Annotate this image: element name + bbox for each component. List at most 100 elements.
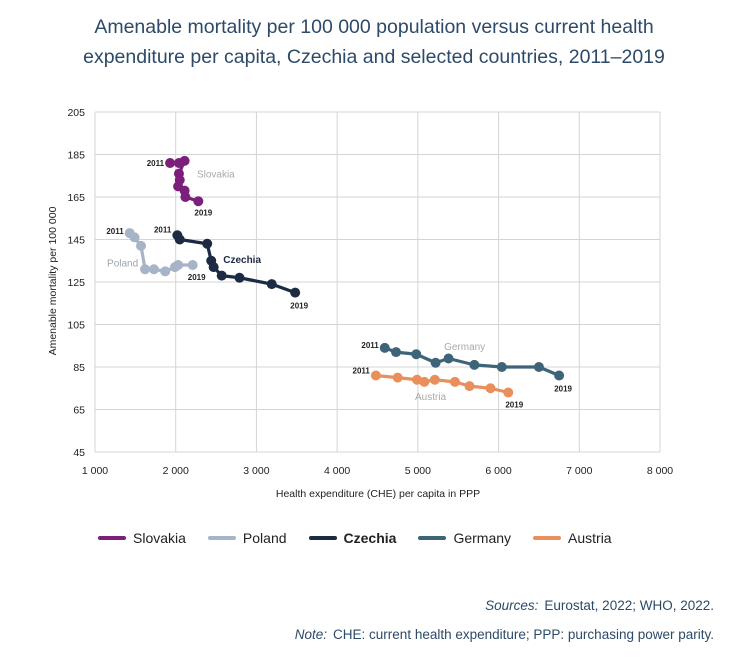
sources-note: Sources: Eurostat, 2022; WHO, 2022. <box>485 598 714 613</box>
series-czechia: 2011 2019 Czechia <box>154 225 309 310</box>
legend-label: Austria <box>568 530 612 546</box>
data-point <box>208 262 219 273</box>
data-point <box>180 192 191 202</box>
x-tick-label: 4 000 <box>324 465 350 477</box>
data-point <box>554 370 565 381</box>
data-point <box>503 387 514 398</box>
series-slovakia: 2011 2019 Slovakia <box>147 155 235 217</box>
x-tick-label: 8 000 <box>647 465 673 477</box>
start-year-label: 2011 <box>154 225 172 234</box>
y-tick-label: 45 <box>73 447 85 459</box>
series-germany: 2011 2019 Germany <box>361 341 572 394</box>
data-point <box>533 362 544 372</box>
x-tick-label: 3 000 <box>243 465 269 477</box>
series-name-label: Czechia <box>223 255 261 266</box>
data-point <box>379 342 390 353</box>
x-tick-label: 7 000 <box>566 465 592 477</box>
data-point <box>411 349 422 360</box>
legend-label: Germany <box>453 530 512 546</box>
data-point <box>173 260 184 270</box>
data-point <box>496 362 507 372</box>
data-point <box>179 155 190 166</box>
data-point <box>202 238 213 249</box>
data-point <box>429 374 440 385</box>
chart-title-line-1: Amenable mortality per 100 000 populatio… <box>94 16 654 38</box>
legend-label: Slovakia <box>133 530 186 546</box>
legend: Slovakia Poland Czechia Germany Austria <box>98 528 634 548</box>
data-point <box>485 383 496 394</box>
y-tick-label: 125 <box>67 277 85 289</box>
data-point <box>129 232 140 243</box>
legend-swatch <box>533 536 562 540</box>
data-point <box>234 272 245 283</box>
data-point <box>140 264 151 275</box>
series-poland: 2011 2019 Poland <box>106 227 206 282</box>
legend-label: Poland <box>242 530 287 546</box>
legend-swatch <box>207 536 236 540</box>
start-year-label: 2011 <box>361 341 379 350</box>
end-year-label: 2019 <box>505 401 523 410</box>
chart-title: Amenable mortality per 100 000 populatio… <box>0 12 748 72</box>
x-tick-label: 5 000 <box>405 465 431 477</box>
data-point <box>266 279 277 290</box>
y-tick-label: 165 <box>67 192 85 204</box>
note-text: CHE: current health expenditure; PPP: pu… <box>333 627 714 642</box>
y-tick-label: 145 <box>67 235 85 247</box>
x-tick-label: 2 000 <box>163 465 189 477</box>
data-point <box>449 376 460 387</box>
note-label: Note: <box>294 627 328 642</box>
legend-item-austria: Austria <box>533 530 612 546</box>
end-year-label: 2019 <box>554 385 572 394</box>
data-point <box>464 381 475 392</box>
legend-swatch <box>98 536 126 540</box>
data-point <box>216 270 227 281</box>
abbreviation-note: Note: CHE: current health expenditure; PP… <box>295 627 714 642</box>
data-point <box>290 287 301 298</box>
data-point <box>392 372 403 383</box>
sources-text: Eurostat, 2022; WHO, 2022. <box>544 598 714 613</box>
data-point <box>136 240 147 251</box>
data-point <box>430 357 441 368</box>
data-point <box>148 264 159 275</box>
y-tick-label: 105 <box>67 320 85 332</box>
end-year-label: 2019 <box>188 273 206 282</box>
data-point <box>187 260 198 270</box>
y-tick-label: 205 <box>67 107 85 119</box>
series-layer: 2011 2019 Slovakia 2011 2019 Poland 2011 2019 Cz… <box>106 155 573 410</box>
tick-labels: 1 000 2 000 3 000 4 000 5 000 6 000 7 000 8 000… <box>67 107 673 477</box>
y-axis-label: Amenable mortality per 100 000 <box>47 206 59 355</box>
data-point <box>391 347 402 358</box>
start-year-label: 2011 <box>106 227 124 236</box>
legend-swatch <box>418 536 447 540</box>
y-tick-label: 65 <box>73 405 85 417</box>
legend-item-slovakia: Slovakia <box>98 530 186 546</box>
end-year-label: 2019 <box>194 208 212 217</box>
legend-item-czechia: Czechia <box>308 530 397 546</box>
data-point <box>160 266 171 277</box>
start-year-label: 2011 <box>147 159 165 168</box>
y-tick-label: 85 <box>73 362 85 374</box>
data-point <box>193 196 204 207</box>
series-austria: 2011 2019 Austria <box>353 367 524 410</box>
series-name-label: Germany <box>444 342 485 353</box>
data-point <box>165 158 176 168</box>
x-axis-label: Health expenditure (CHE) per capita in P… <box>276 488 480 500</box>
data-point <box>174 234 185 245</box>
data-point <box>419 376 430 387</box>
chart-title-line-2: expenditure per capita, Czechia and sele… <box>83 46 665 68</box>
start-year-label: 2011 <box>353 367 371 376</box>
end-year-label: 2019 <box>290 302 308 311</box>
x-tick-label: 6 000 <box>485 465 511 477</box>
data-point <box>443 353 454 364</box>
legend-item-germany: Germany <box>418 530 511 546</box>
data-point <box>370 370 381 381</box>
chart-canvas: 1 000 2 000 3 000 4 000 5 000 6 000 7 000 8 000… <box>47 107 673 500</box>
series-name-label: Slovakia <box>197 170 235 181</box>
x-tick-label: 1 000 <box>82 465 108 477</box>
legend-swatch <box>308 536 337 540</box>
y-tick-label: 185 <box>67 150 85 162</box>
legend-label: Czechia <box>343 530 397 546</box>
legend-item-poland: Poland <box>207 530 287 546</box>
data-point <box>469 359 480 370</box>
series-name-label: Poland <box>107 258 138 269</box>
